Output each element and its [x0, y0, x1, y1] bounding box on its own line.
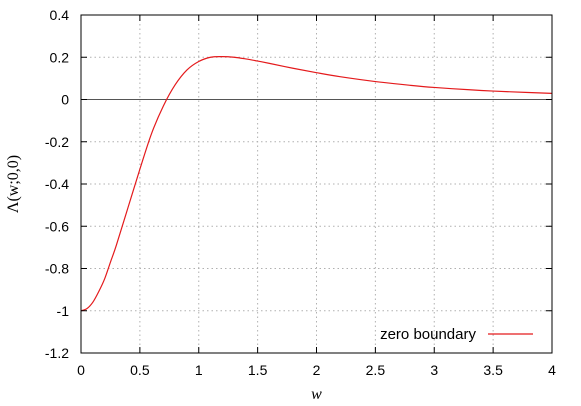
x-tick-label: 3.5 [483, 362, 503, 378]
x-axis-title: w [311, 386, 322, 403]
x-tick-label: 2 [313, 362, 321, 378]
grid-layer [81, 15, 552, 353]
series-layer [80, 56, 553, 312]
series-line-0 [80, 56, 553, 312]
y-tick-label: -0.4 [45, 176, 69, 192]
x-tick-label: 1 [195, 362, 203, 378]
y-tick-layer: 0.4 0.2 0 -0.2 -0.4 -0.6 -0.8 -1 -1.2 [45, 7, 552, 361]
y-tick-label: -1.2 [45, 345, 69, 361]
y-tick-label: -1 [57, 303, 70, 319]
x-tick-label: 1.5 [248, 362, 268, 378]
legend: zero boundary [380, 326, 533, 343]
x-tick-label: 3 [430, 362, 438, 378]
x-tick-label: 0.5 [130, 362, 150, 378]
legend-label: zero boundary [380, 326, 476, 343]
y-axis-title: Λ(w;0,0) [5, 155, 22, 213]
y-tick-label: 0.2 [50, 49, 70, 65]
y-tick-label: 0 [61, 92, 69, 108]
x-tick-layer: 0 0.5 1 1.5 2 2.5 3 3.5 4 [77, 15, 556, 378]
y-tick-label: 0.4 [50, 7, 70, 23]
x-tick-label: 4 [548, 362, 556, 378]
y-tick-label: -0.2 [45, 134, 69, 150]
y-tick-label: -0.8 [45, 261, 69, 277]
x-tick-label: 0 [77, 362, 85, 378]
y-tick-label: -0.6 [45, 218, 69, 234]
x-tick-label: 2.5 [366, 362, 386, 378]
